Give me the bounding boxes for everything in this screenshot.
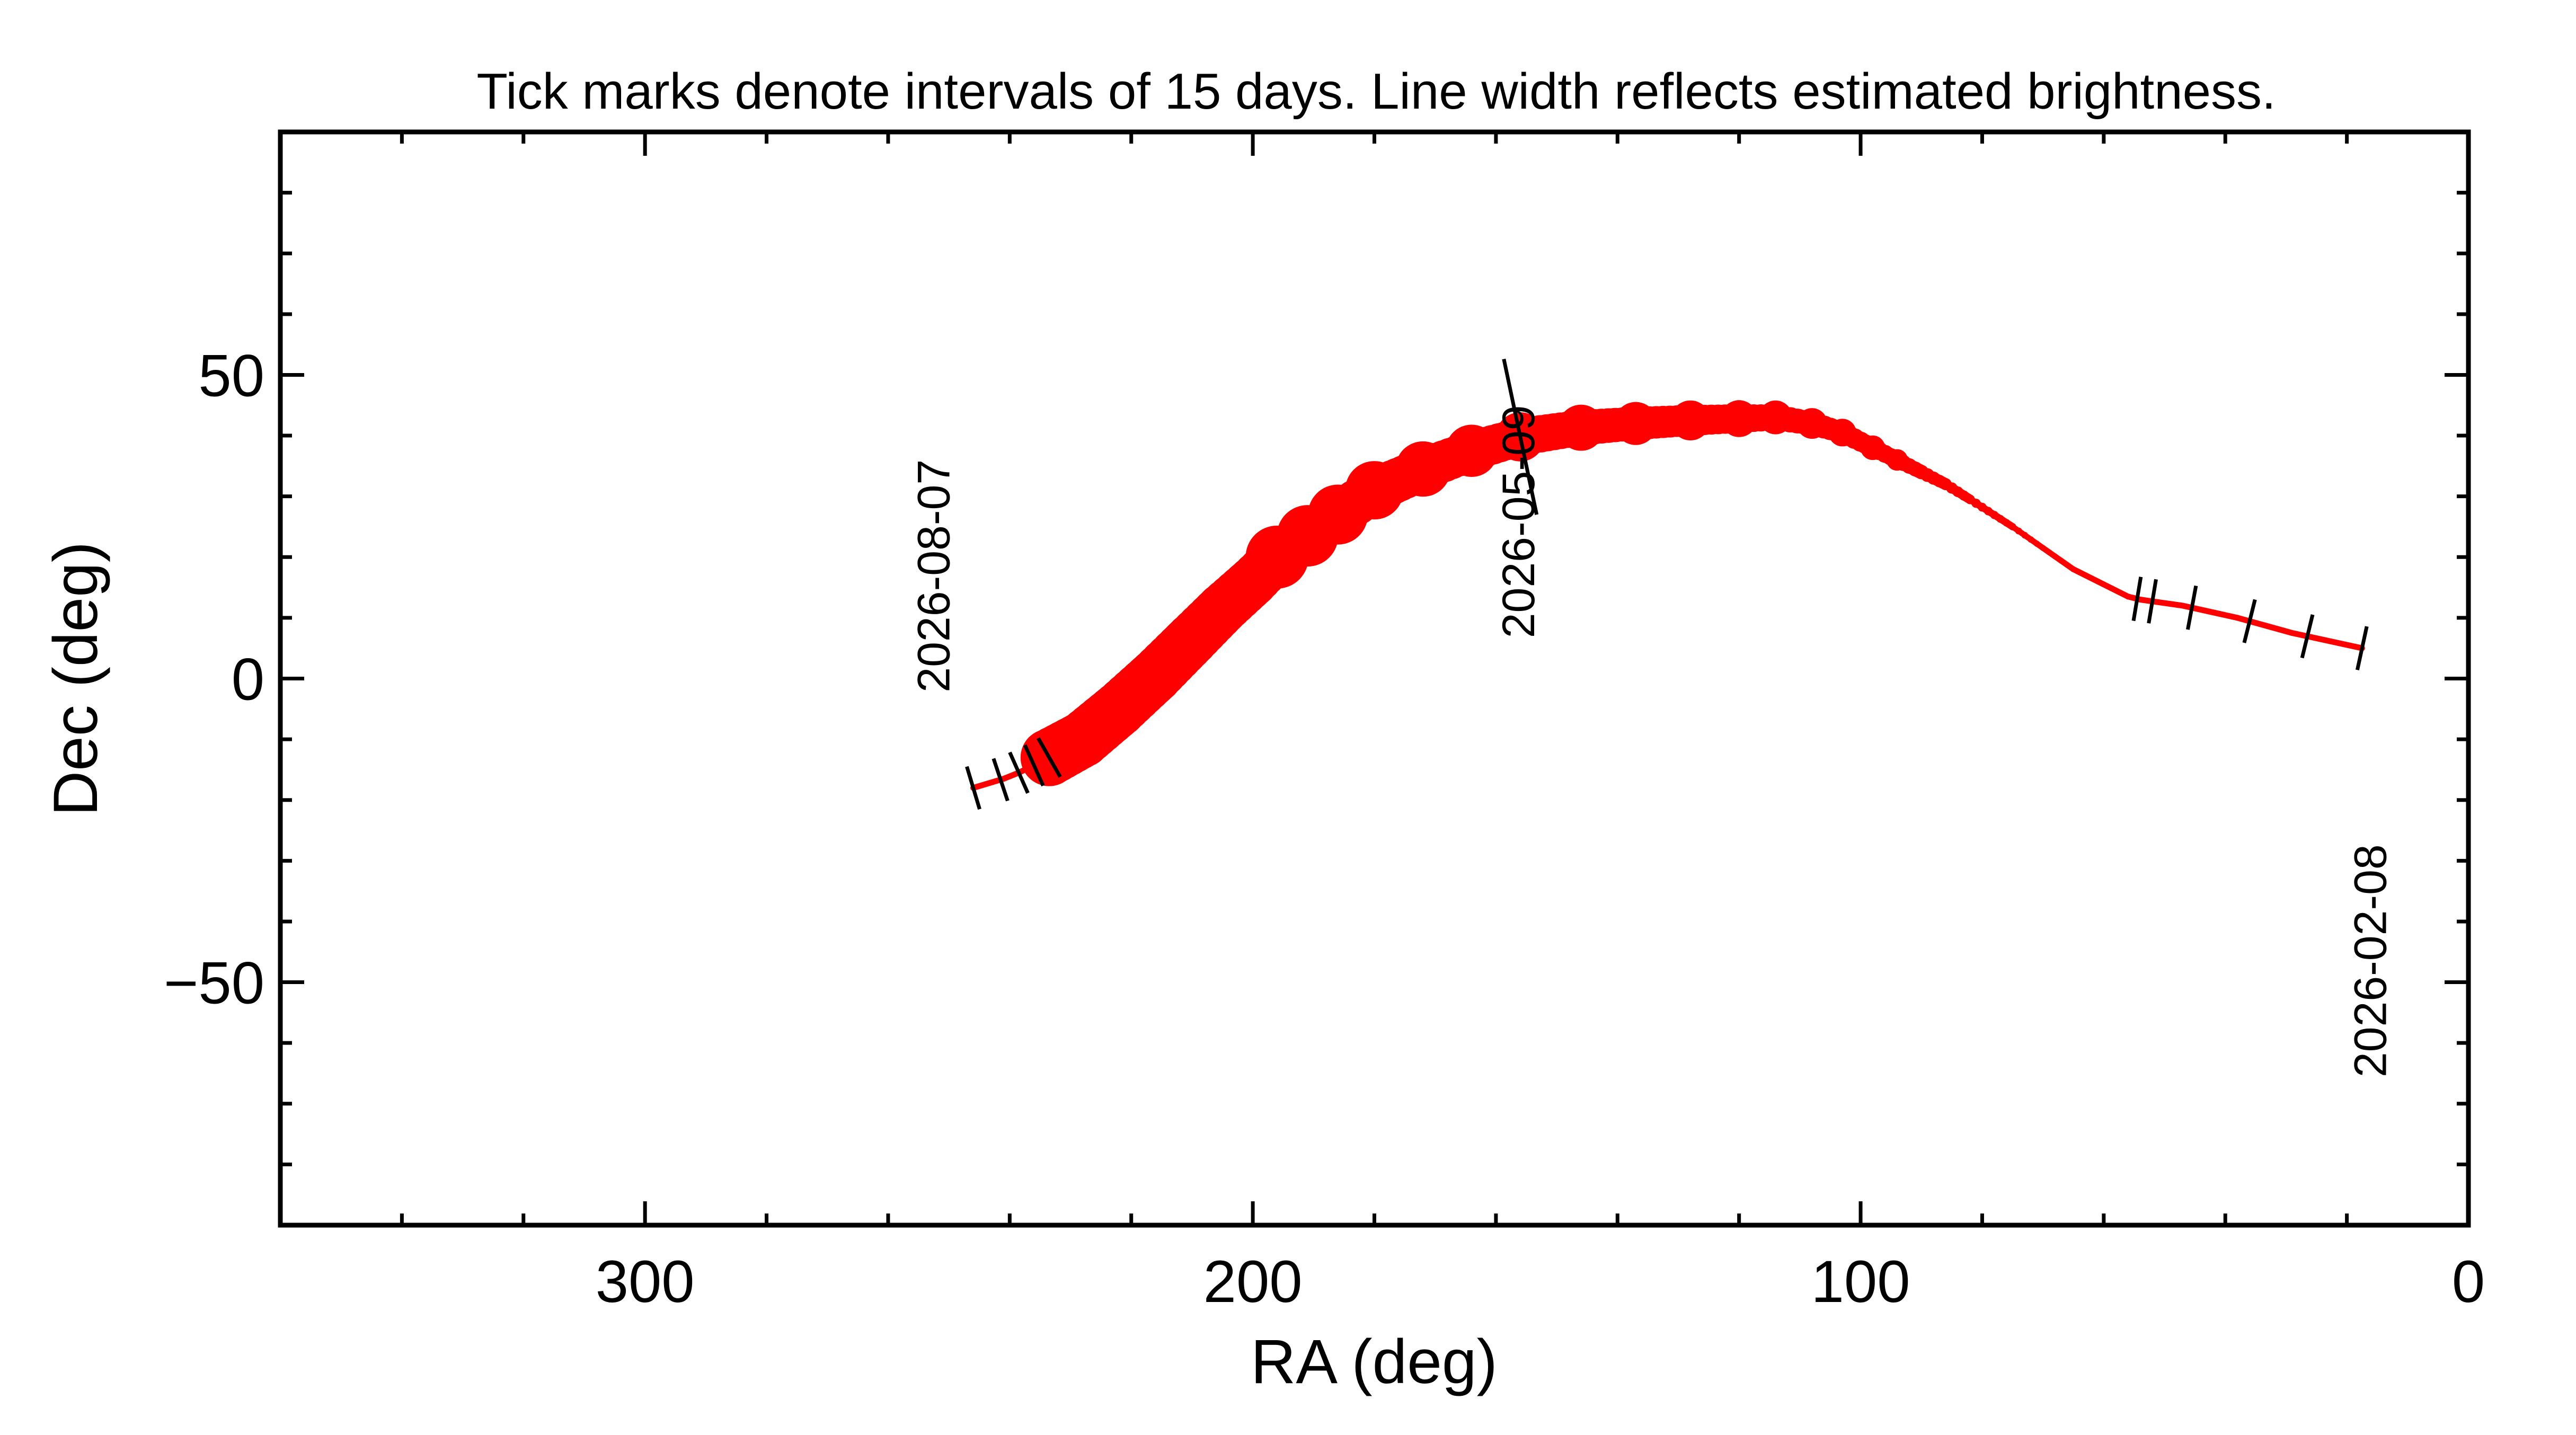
date-tick-mark [1502,358,1539,515]
label-layer: 2026-02-08 2026-05-09 2026-08-07 [909,405,2396,1077]
brightness-bead [1395,441,1451,497]
track-segment [970,776,1007,791]
date-tick-mark [965,766,981,810]
date-tick-mark [2242,599,2257,643]
brightness-bead [1886,449,1908,471]
y-tick-label: 0 [232,646,264,713]
track-segment [2137,597,2186,609]
x-tick-label: 100 [1811,1248,1910,1315]
chart-title: Tick marks denote intervals of 15 days. … [476,63,2276,120]
date-tick-mark [1008,751,1030,794]
x-axis-label: RA (deg) [1251,1327,1498,1397]
x-tick-label: 200 [1203,1248,1303,1315]
date-label: 2026-05-09 [1493,405,1544,638]
brightness-bead [1670,400,1711,441]
x-tick-label: 0 [2452,1248,2485,1315]
brightness-bead [1614,402,1658,445]
brightness-bead [1445,424,1498,477]
axis-layer: 300 200 100 0 50 0 −50 [164,132,2485,1315]
y-tick-label: 50 [198,342,264,409]
track-segment [1966,495,2016,530]
brightness-bead [1758,400,1793,435]
brightness-bead [1245,525,1309,589]
track-segment [2070,566,2131,600]
date-tick-mark [992,758,1010,802]
brightness-bead [1860,435,1885,460]
date-tick-mark [2131,577,2143,622]
date-label: 2026-02-08 [2345,844,2396,1077]
y-tick-label: −50 [164,950,264,1016]
track-segment [2010,524,2076,572]
x-tick-label: 300 [596,1248,695,1315]
date-tick-mark [1023,744,1045,787]
plot-frame [278,129,2471,1228]
date-tick-mark [2185,585,2198,630]
brightness-bead [1720,400,1758,437]
date-tick-mark [1037,737,1062,778]
date-label: 2026-08-07 [909,459,960,693]
brightness-bead [1828,419,1856,447]
brightness-bead [1796,408,1828,439]
y-axis-label: Dec (deg) [41,542,111,816]
brightness-bead [1557,404,1604,451]
date-tick-mark [2355,626,2369,670]
track-segment [2234,615,2295,636]
date-tick-mark [2300,614,2315,659]
track-segment [2289,630,2365,651]
data-layer [965,358,2369,810]
date-tick-mark [2147,579,2158,624]
